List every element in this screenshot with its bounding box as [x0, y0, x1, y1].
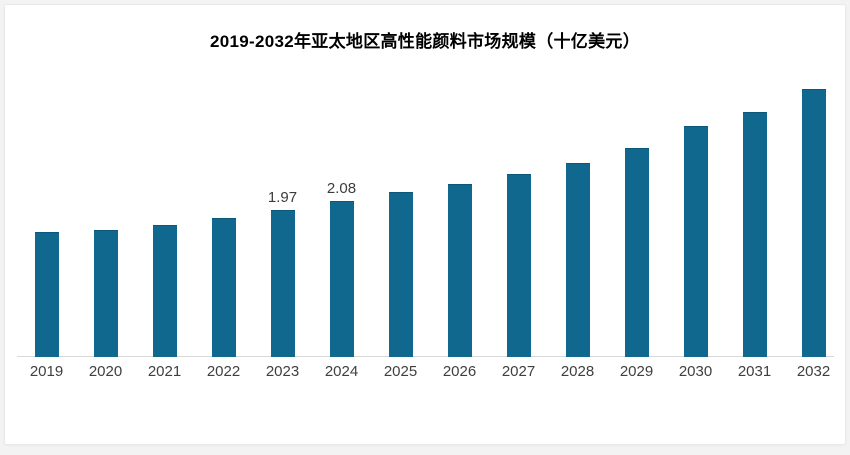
bar-2031: [742, 112, 767, 357]
bar-2021: [152, 225, 177, 357]
chart-card: 2019-2032年亚太地区高性能颜料市场规模（十亿美元） 1.97 2.08 2…: [4, 4, 846, 445]
x-tick-label-2027: 2027: [501, 363, 536, 380]
x-tick-label-2024: 2024: [324, 363, 359, 380]
bar-2025: [388, 192, 413, 357]
x-tick-label-2032: 2032: [796, 363, 831, 380]
bar-2022: [211, 218, 236, 357]
bar-2030: [683, 126, 708, 357]
chart-title: 2019-2032年亚太地区高性能颜料市场规模（十亿美元）: [210, 32, 640, 51]
plot-area: 1.97 2.08: [5, 5, 845, 357]
bar-value-label-2023: 1.97: [267, 189, 298, 206]
x-tick-label-2023: 2023: [265, 363, 300, 380]
x-tick-label-2031: 2031: [737, 363, 772, 380]
x-tick-label-2029: 2029: [619, 363, 654, 380]
x-tick-label-2020: 2020: [88, 363, 123, 380]
bar-2029: [624, 148, 649, 357]
x-tick-label-2022: 2022: [206, 363, 241, 380]
bar-2032: [801, 89, 826, 357]
bar-2020: [93, 230, 118, 357]
bar-2028: [565, 163, 590, 357]
x-tick-label-2030: 2030: [678, 363, 713, 380]
bar-2026: [447, 184, 472, 357]
bar-value-label-2024: 2.08: [326, 180, 357, 197]
x-tick-label-2026: 2026: [442, 363, 477, 380]
x-tick-label-2019: 2019: [29, 363, 64, 380]
bar-2019: [34, 232, 59, 357]
bar-2027: [506, 174, 531, 357]
x-tick-label-2021: 2021: [147, 363, 182, 380]
x-tick-label-2028: 2028: [560, 363, 595, 380]
bar-2024: [329, 201, 354, 357]
bar-2023: [270, 210, 295, 357]
x-tick-label-2025: 2025: [383, 363, 418, 380]
x-axis-line: [17, 356, 834, 357]
